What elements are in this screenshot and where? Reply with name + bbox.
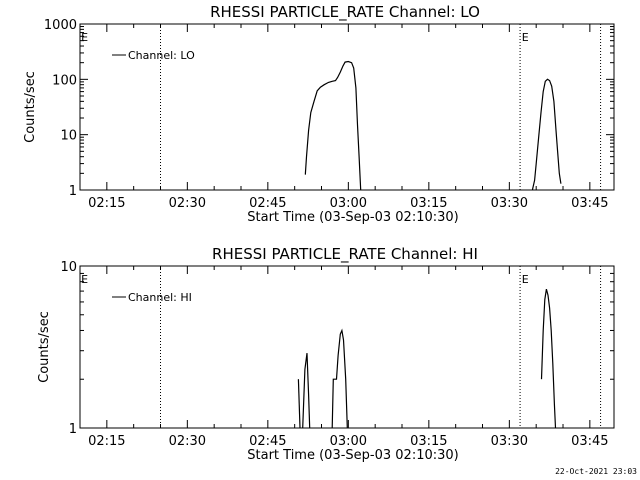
x-tick-label: 03:30	[491, 196, 528, 211]
x-tick-label: 03:15	[410, 434, 447, 449]
series-line	[540, 288, 557, 429]
x-tick-label: 02:15	[88, 196, 125, 211]
y-tick-label: 1	[69, 184, 77, 199]
legend-label: Channel: HI	[128, 291, 192, 304]
y-axis-label: Counts/sec	[23, 71, 38, 143]
x-tick-label: 03:15	[410, 196, 447, 211]
timestamp-label: 22-Oct-2021 23:03	[555, 467, 637, 476]
y-tick-label: 100	[52, 73, 77, 88]
y-tick-label: 10	[60, 129, 77, 144]
panel-hi: RHESSI PARTICLE_RATE Channel: HI 02:15 02:…	[37, 245, 615, 463]
x-tick-label: 03:00	[330, 434, 367, 449]
x-axis-label: Start Time (03-Sep-03 02:10:30)	[247, 210, 458, 225]
x-tick-label: 02:30	[169, 196, 206, 211]
x-tick-label: 03:45	[571, 196, 608, 211]
x-tick-label: 03:00	[330, 196, 367, 211]
x-tick-label: 03:30	[491, 434, 528, 449]
event-marker-label: E	[81, 31, 88, 44]
x-tick-label: 02:30	[169, 434, 206, 449]
series-line	[302, 353, 311, 429]
series-line	[297, 379, 301, 429]
chart-title: RHESSI PARTICLE_RATE Channel: LO	[210, 3, 480, 22]
legend-label: Channel: LO	[128, 49, 195, 62]
x-tick-label: 02:15	[88, 434, 125, 449]
y-tick-label: 1000	[44, 18, 77, 33]
event-marker-label: E	[522, 273, 529, 286]
x-tick-label: 02:45	[249, 434, 286, 449]
series-line	[531, 78, 562, 191]
chart-title: RHESSI PARTICLE_RATE Channel: HI	[212, 245, 478, 264]
x-tick-label: 02:45	[249, 196, 286, 211]
event-marker-label: E	[81, 273, 88, 286]
x-tick-label: 03:45	[571, 434, 608, 449]
plot-frame	[79, 23, 615, 191]
y-tick-label: 10	[60, 260, 77, 275]
x-axis-label: Start Time (03-Sep-03 02:10:30)	[247, 448, 458, 463]
y-axis-label: Counts/sec	[37, 311, 52, 383]
panel-lo: RHESSI PARTICLE_RATE Channel: LO 02:15 02:…	[23, 3, 615, 225]
y-tick-label: 1	[69, 422, 77, 437]
event-marker-label: E	[522, 31, 529, 44]
series-line	[304, 60, 362, 191]
series-line	[331, 328, 348, 429]
